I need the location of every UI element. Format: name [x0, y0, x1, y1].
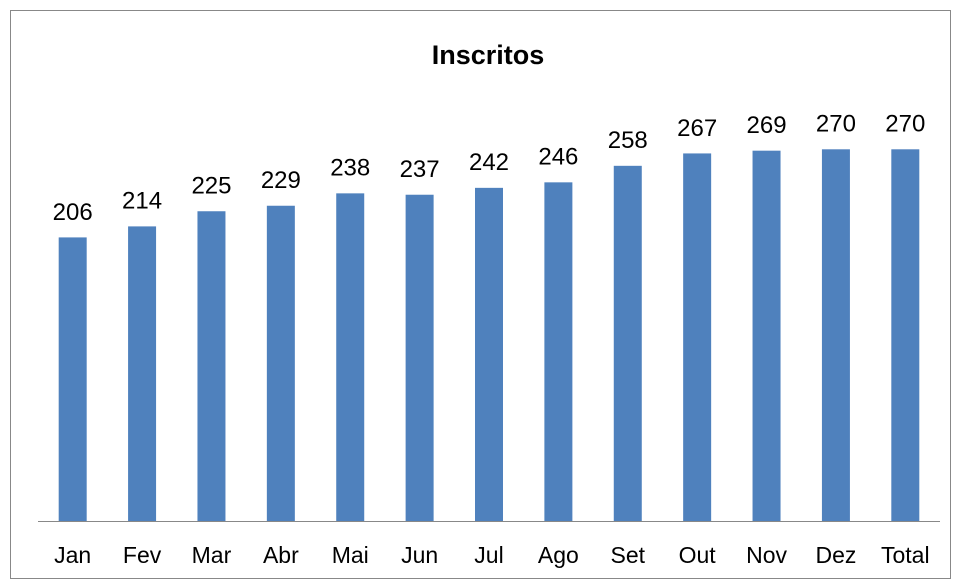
bar	[613, 165, 642, 521]
data-label: 269	[747, 112, 787, 139]
data-label: 267	[677, 115, 717, 142]
bar	[266, 205, 295, 521]
x-tick-label: Dez	[815, 542, 856, 568]
x-tick-label: Mai	[332, 542, 369, 568]
data-label: 206	[53, 199, 93, 226]
bar	[891, 149, 920, 522]
x-tick-label: Mar	[192, 542, 232, 568]
bar	[405, 194, 434, 522]
x-tick-label: Out	[679, 542, 717, 568]
bar	[821, 149, 850, 522]
chart-title: Inscritos	[432, 40, 545, 70]
x-tick-label: Nov	[746, 542, 787, 568]
bar	[752, 150, 781, 521]
data-label: 258	[608, 127, 648, 154]
x-tick-label: Abr	[263, 542, 299, 568]
bar	[683, 153, 712, 521]
bar	[197, 211, 226, 521]
data-label: 238	[330, 155, 370, 182]
x-tick-label: Set	[611, 542, 646, 568]
bar	[58, 237, 87, 521]
bar	[336, 193, 365, 521]
data-label: 229	[261, 167, 301, 194]
data-label: 270	[885, 111, 925, 138]
x-tick-label: Total	[881, 542, 930, 568]
x-tick-label: Ago	[538, 542, 579, 568]
data-label: 237	[400, 156, 440, 183]
data-label: 270	[816, 111, 856, 138]
x-tick-label: Jan	[54, 542, 91, 568]
data-label: 225	[191, 173, 231, 200]
bar	[544, 182, 573, 521]
bar	[128, 226, 157, 522]
data-label: 214	[122, 188, 162, 215]
data-label: 242	[469, 149, 509, 176]
x-tick-label: Fev	[123, 542, 162, 568]
x-tick-label: Jun	[401, 542, 438, 568]
x-tick-label: Jul	[474, 542, 503, 568]
data-label: 246	[538, 144, 578, 171]
bar	[475, 187, 503, 521]
